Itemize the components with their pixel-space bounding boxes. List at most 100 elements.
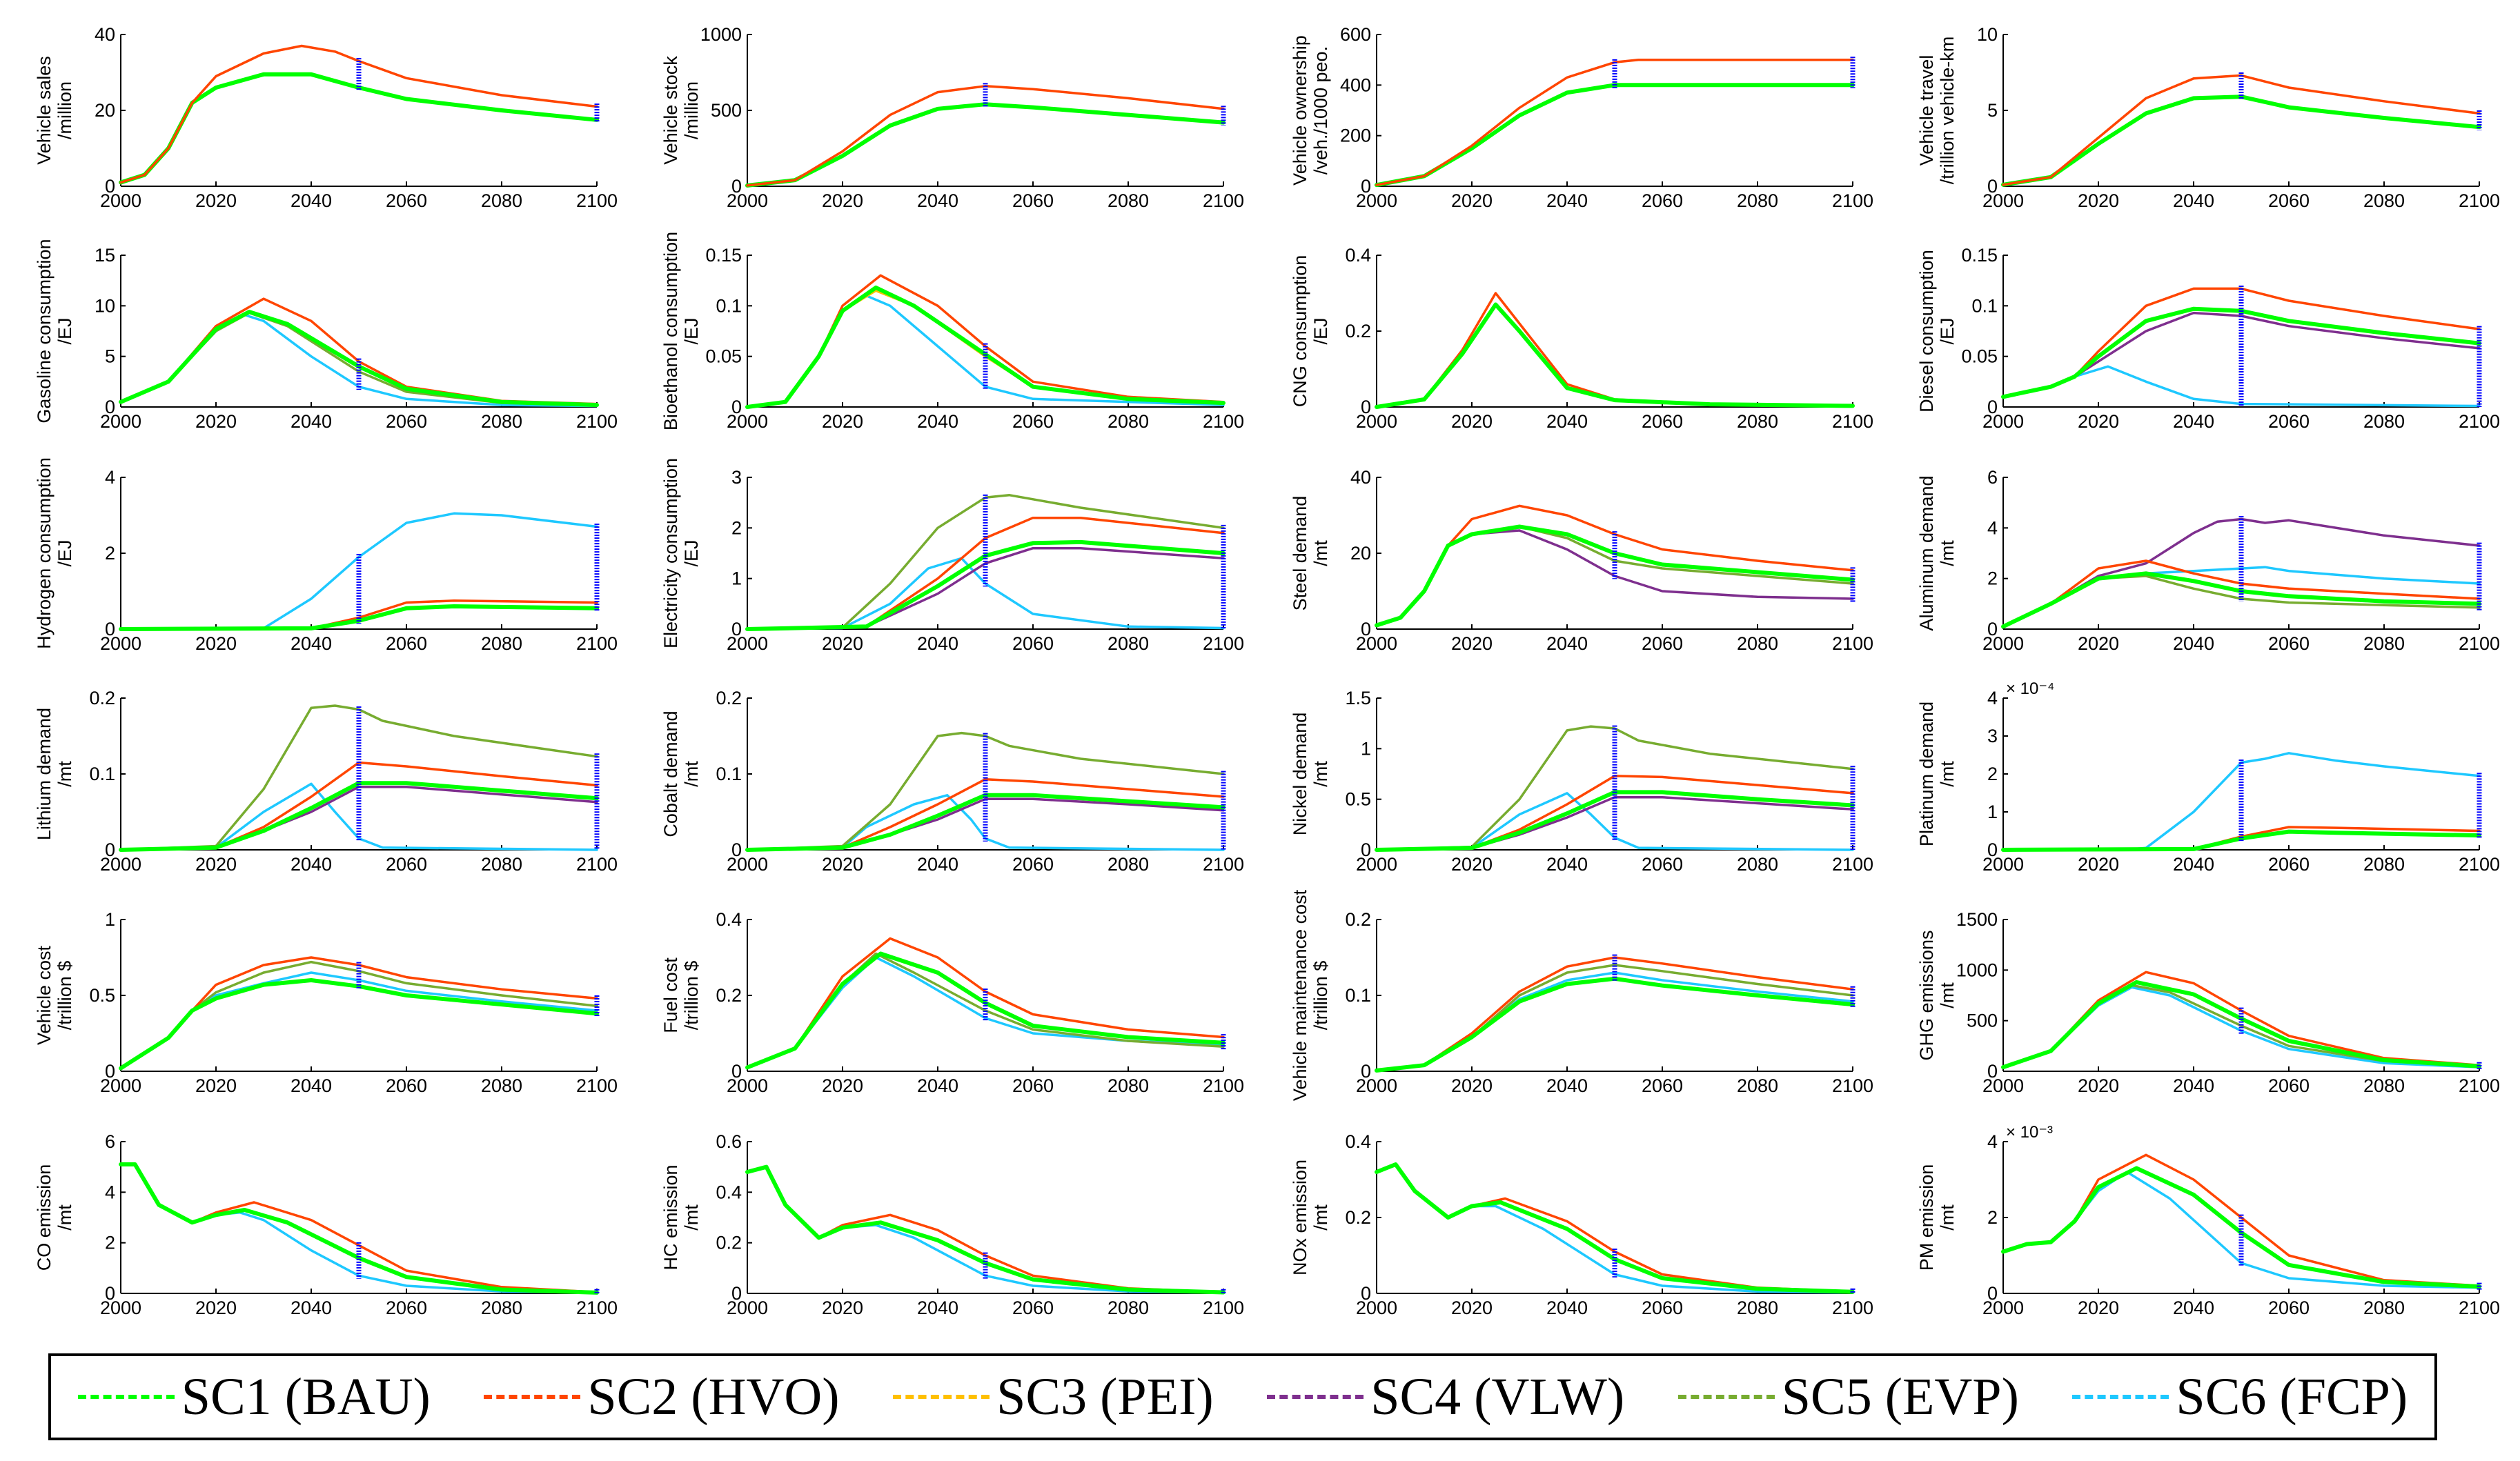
legend-swatch-sc2 — [484, 1395, 581, 1399]
x-tick-label: 2020 — [195, 1298, 237, 1318]
y-tick-label: 0 — [731, 619, 742, 639]
subplot-23: 2000 2020 2040 2060 2080 2100 0 0.2 0.4 NOx emiss… — [1290, 1131, 1873, 1318]
x-tick-label: 2100 — [1203, 190, 1244, 211]
y-tick-label: 500 — [711, 100, 742, 121]
y-axis-label: Nickel demand/mt — [1290, 713, 1331, 836]
y-tick-label: 0 — [105, 1061, 115, 1082]
y-tick-label: 40 — [95, 24, 115, 45]
x-tick-label: 2060 — [386, 190, 427, 211]
y-tick-label: 5 — [105, 346, 115, 367]
y-axis-label: Vehicle maintenance cost/trillion $ — [1290, 889, 1331, 1101]
x-tick-label: 2080 — [2363, 411, 2405, 432]
y-tick-label: 0.1 — [716, 764, 742, 784]
x-tick-label: 2000 — [1982, 1075, 2024, 1096]
x-tick-label: 2080 — [1108, 411, 1149, 432]
y-axis-label-line: /mt — [681, 761, 702, 787]
x-tick-label: 2060 — [386, 1298, 427, 1318]
subplot-8: 2000 2020 2040 2060 2080 210000.050.10.15Dies… — [1916, 245, 2500, 432]
y-axis-label-line: /mt — [1310, 761, 1331, 787]
y-tick-label: 0.2 — [89, 688, 115, 708]
x-tick-label: 2100 — [1832, 1298, 1873, 1318]
y-axis-label: Cobalt demand/mt — [660, 710, 702, 837]
y-axis-label-line: GHG emissions — [1916, 930, 1937, 1060]
x-tick-label: 2000 — [1982, 411, 2024, 432]
x-tick-label: 2060 — [386, 1075, 427, 1096]
x-tick-label: 2000 — [1982, 633, 2024, 654]
x-tick-label: 2060 — [2268, 411, 2310, 432]
y-axis-label: Diesel consumption/EJ — [1916, 250, 1958, 413]
x-tick-label: 2060 — [1642, 411, 1683, 432]
series-line-sc1 — [2001, 980, 2481, 1070]
y-tick-label: 0.05 — [1961, 346, 1998, 367]
x-tick-label: 2060 — [1012, 1298, 1054, 1318]
x-tick-label: 2040 — [2173, 633, 2214, 654]
x-tick-label: 2080 — [1108, 1298, 1149, 1318]
x-tick-label: 2060 — [2268, 1075, 2310, 1096]
x-tick-label: 2040 — [2173, 411, 2214, 432]
series-line-sc1 — [2001, 571, 2481, 629]
x-tick-label: 2040 — [291, 854, 332, 875]
y-tick-label: 5 — [1987, 100, 1998, 121]
x-tick-label: 2020 — [2078, 411, 2119, 432]
x-tick-label: 2000 — [100, 190, 141, 211]
series-line-sc5 — [119, 704, 598, 851]
y-tick-label: 2 — [1987, 764, 1998, 784]
legend-label-sc1: SC1 (BAU) — [181, 1367, 431, 1426]
y-tick-label: 0.2 — [716, 985, 742, 1006]
legend-item-sc4: SC4 (VLW) — [1267, 1367, 1624, 1427]
x-tick-label: 2040 — [2173, 190, 2214, 211]
x-tick-label: 2000 — [1356, 1075, 1397, 1096]
y-axis-label-line: PM emission — [1916, 1164, 1937, 1271]
subplot-16: 2000 2020 2040 2060 2080 2100 0 1 2 3 4 × 10⁻⁴ Plati… — [1916, 679, 2500, 875]
series-line-sc1 — [119, 1162, 599, 1295]
y-tick-label: 0.4 — [716, 909, 742, 930]
series-line-sc5 — [1375, 725, 1854, 851]
x-tick-label: 2080 — [481, 411, 522, 432]
y-axis-label: NOx emission/mt — [1290, 1160, 1331, 1275]
x-tick-label: 2080 — [2363, 190, 2405, 211]
x-tick-label: 2000 — [100, 854, 141, 875]
y-axis-label-line: Vehicle cost — [34, 945, 55, 1045]
subplot-21: 2000 2020 2040 2060 2080 2100 0 2 4 6 CO emission/… — [34, 1131, 618, 1318]
y-tick-label: 0 — [731, 1283, 742, 1304]
y-axis-label-line: /trillion $ — [1310, 961, 1331, 1031]
legend-item-sc5: SC5 (EVP) — [1677, 1367, 2019, 1427]
legend-item-sc2: SC2 (HVO) — [484, 1367, 840, 1427]
y-tick-label: 0 — [105, 839, 115, 860]
x-tick-label: 2020 — [1451, 854, 1493, 875]
series-line-sc1 — [1375, 1162, 1855, 1294]
y-tick-label: 0 — [105, 397, 115, 417]
y-axis-label: HC emission/mt — [660, 1164, 702, 1270]
axis-exponent-label: × 10⁻⁴ — [2006, 679, 2054, 698]
x-tick-label: 2020 — [1451, 633, 1493, 654]
y-tick-label: 1 — [731, 568, 742, 589]
y-axis-label: Steel demand/mt — [1290, 496, 1331, 611]
axis-exponent-label: × 10⁻³ — [2006, 1123, 2053, 1142]
legend-item-sc3: SC3 (PEI) — [893, 1367, 1214, 1427]
y-tick-label: 0.1 — [1345, 985, 1371, 1006]
x-tick-label: 2080 — [1737, 411, 1778, 432]
x-tick-label: 2040 — [1546, 190, 1588, 211]
series-line-sc6 — [746, 794, 1225, 851]
y-tick-label: 3 — [731, 467, 742, 488]
y-axis-label-line: Vehicle ownership — [1290, 35, 1310, 186]
y-tick-label: 2 — [105, 543, 115, 564]
series-line-sc2 — [119, 297, 598, 406]
x-tick-label: 2040 — [291, 1075, 332, 1096]
x-tick-label: 2020 — [195, 1075, 237, 1096]
x-tick-label: 2020 — [195, 190, 237, 211]
y-axis-label: Lithium demand/mt — [34, 708, 75, 840]
legend-item-sc6: SC6 (FCP) — [2072, 1367, 2408, 1427]
series-line-sc5 — [119, 960, 598, 1070]
series-line-sc1 — [1375, 524, 1855, 628]
series-line-sc6 — [1375, 1163, 1854, 1294]
x-tick-label: 2060 — [1642, 854, 1683, 875]
series-line-sc6 — [119, 782, 598, 851]
y-axis-label: Aluminum demand/mt — [1916, 475, 1958, 630]
x-tick-label: 2040 — [917, 190, 958, 211]
x-tick-label: 2020 — [195, 411, 237, 432]
x-tick-label: 2100 — [1203, 633, 1244, 654]
y-axis-label-line: /EJ — [55, 539, 75, 566]
subplot-6: 2000 2020 2040 2060 2080 210000.050.10.15Bioe… — [660, 232, 1244, 432]
x-tick-label: 2060 — [386, 411, 427, 432]
